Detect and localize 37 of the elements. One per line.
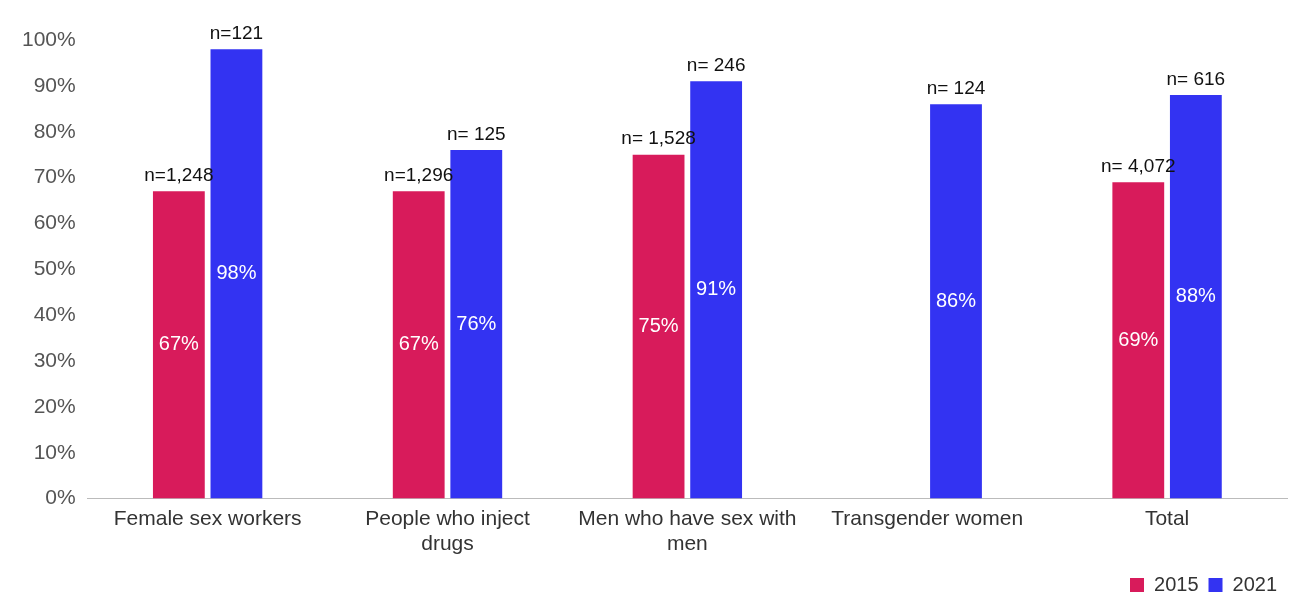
data-label: 67% bbox=[398, 332, 439, 355]
annotation: n= 616 bbox=[1166, 67, 1226, 89]
data-label: 91% bbox=[696, 277, 737, 300]
y-tick-label: 100% bbox=[21, 26, 76, 50]
y-tick-label: 70% bbox=[33, 164, 76, 188]
x-tick-label: People who inject drugs bbox=[365, 506, 530, 555]
data-label: 98% bbox=[216, 261, 257, 284]
y-tick-label: 90% bbox=[33, 72, 76, 96]
data-label: 88% bbox=[1175, 284, 1217, 307]
x-tick-label: Men who have sex with men bbox=[578, 506, 797, 555]
bar bbox=[152, 191, 205, 499]
y-tick-label: 50% bbox=[33, 256, 76, 280]
x-tick-label: Female sex workers bbox=[113, 506, 302, 529]
y-tick-label: 60% bbox=[33, 210, 76, 234]
bar bbox=[1112, 182, 1165, 499]
annotation: n=121 bbox=[209, 21, 264, 43]
data-label: 86% bbox=[935, 288, 977, 311]
legend-label: 2021 bbox=[1232, 572, 1278, 595]
data-label: 75% bbox=[638, 314, 679, 337]
bar bbox=[930, 104, 982, 499]
y-tick-label: 10% bbox=[33, 439, 76, 463]
x-tick-label: Transgender women bbox=[831, 506, 1024, 529]
y-tick-label: 80% bbox=[33, 118, 76, 142]
bar bbox=[632, 154, 685, 499]
legend-label: 2015 bbox=[1154, 572, 1199, 595]
y-tick-label: 0% bbox=[45, 485, 76, 509]
annotation: n= 246 bbox=[686, 54, 746, 76]
data-label: 76% bbox=[456, 311, 497, 334]
bar bbox=[392, 191, 445, 499]
data-label: 69% bbox=[1118, 327, 1159, 350]
y-tick-label: 30% bbox=[33, 347, 76, 371]
annotation: n= 124 bbox=[926, 76, 986, 98]
x-tick-label: Total bbox=[1144, 506, 1190, 529]
y-tick-label: 40% bbox=[33, 301, 76, 325]
annotation: n= 125 bbox=[446, 122, 506, 144]
data-label: 67% bbox=[158, 332, 200, 355]
y-tick-label: 20% bbox=[33, 393, 76, 417]
